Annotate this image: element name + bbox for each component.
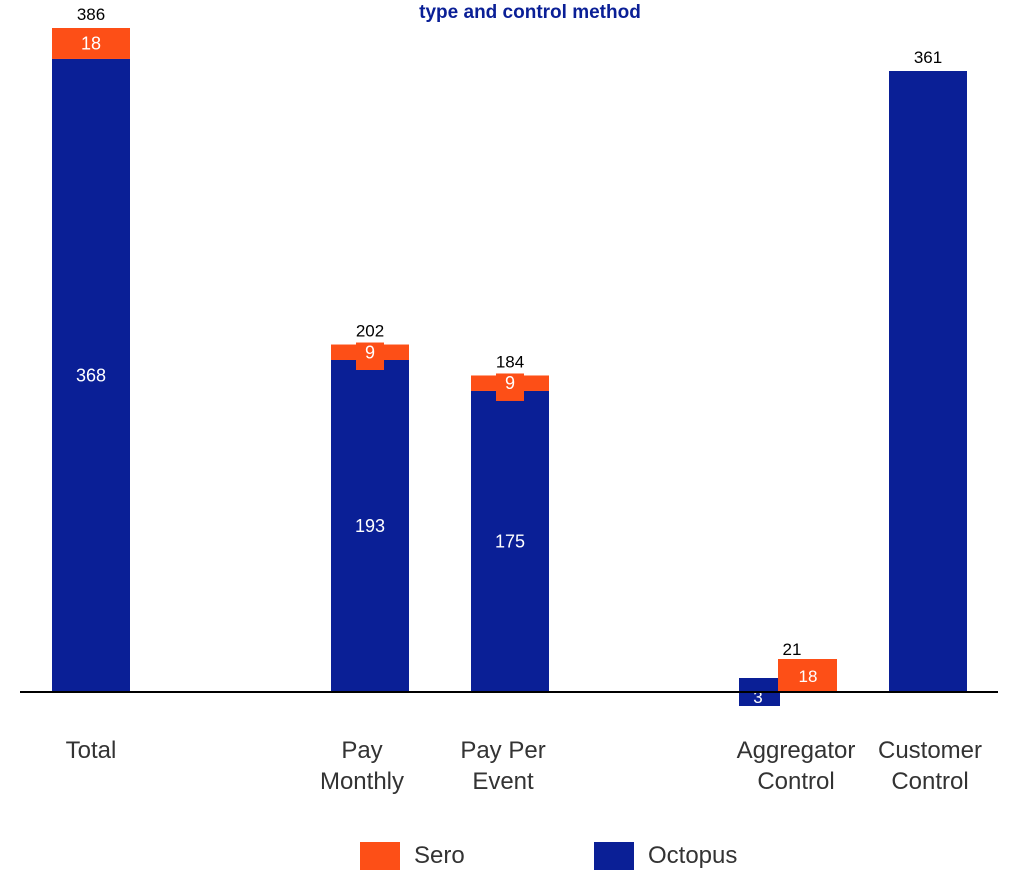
total-label-total: 386 [77, 5, 105, 24]
total-label-pay-monthly: 202 [356, 322, 384, 341]
category-label-aggregator-control: Aggregator Control [736, 737, 856, 795]
legend-swatch-octopus [594, 842, 634, 870]
legend-label-sero: Sero [414, 842, 465, 869]
data-label-octopus-aggregator-control: 3 [753, 688, 762, 707]
legend-item-octopus: Octopus [594, 840, 737, 872]
bar-sero-label-block-pay-monthly [356, 342, 384, 370]
bar-octopus-customer-control [889, 71, 967, 692]
data-label-sero-pay-per-event: 9 [505, 373, 515, 393]
data-label-sero-aggregator-control: 18 [799, 667, 818, 686]
bar-octopus-total [52, 58, 130, 692]
chart-title: type and control method [419, 2, 641, 23]
bar-octopus-pay-monthly [331, 360, 409, 692]
legend-label-octopus: Octopus [648, 842, 738, 869]
data-label-sero-pay-monthly: 9 [365, 342, 375, 362]
category-label-customer-control: Customer Control [877, 737, 983, 795]
legend-swatch-sero [360, 842, 400, 870]
data-label-sero-total: 18 [81, 33, 101, 53]
total-label-customer-control: 361 [914, 48, 942, 67]
data-label-octopus-pay-monthly: 193 [355, 516, 385, 536]
data-label-octopus-pay-per-event: 175 [495, 531, 525, 551]
category-label-total: Total [65, 737, 117, 764]
category-label-pay-per-event: Pay Per Event [460, 737, 546, 795]
total-label-pay-per-event: 184 [496, 352, 524, 371]
legend-item-sero: Sero [360, 840, 465, 872]
bar-sero-label-block-pay-per-event [496, 373, 524, 401]
bar-octopus-pay-per-event [471, 390, 549, 692]
data-label-octopus-total: 368 [76, 365, 106, 385]
bars-group [52, 28, 967, 706]
bar-sero-total [52, 28, 130, 59]
bar-sero-aggregator-control [778, 659, 837, 692]
total-label-aggregator-control: 21 [783, 640, 802, 659]
category-label-pay-monthly: Pay Monthly [319, 737, 405, 795]
